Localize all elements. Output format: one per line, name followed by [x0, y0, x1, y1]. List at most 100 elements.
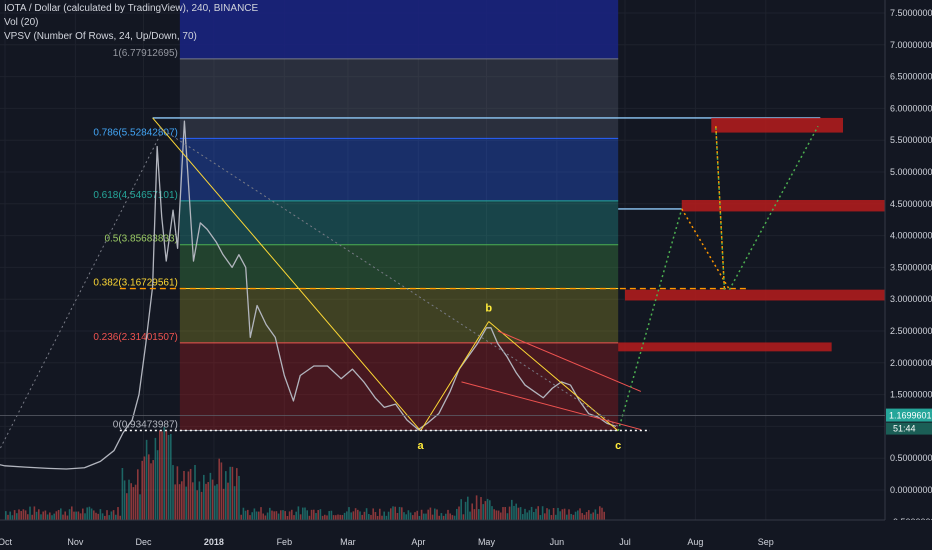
volume-bar — [5, 511, 7, 520]
volume-bar — [456, 508, 458, 520]
volume-bar — [27, 514, 29, 520]
trend-drawings[interactable] — [0, 117, 821, 466]
volume-bar — [546, 508, 548, 520]
volume-bar — [335, 515, 337, 520]
volume-bar — [244, 510, 247, 520]
volume-bar — [458, 506, 460, 520]
current-price-tag — [886, 408, 932, 422]
volume-bar — [33, 506, 36, 520]
volume-bar — [97, 513, 99, 520]
wave-label-c: c — [615, 440, 621, 452]
volume-bar — [537, 506, 539, 520]
fib-zone-band — [179, 138, 619, 201]
volume-bar — [420, 509, 423, 520]
volume-bar — [156, 450, 159, 520]
volume-bar — [40, 514, 42, 520]
volume-bar — [293, 515, 295, 520]
grid — [0, 0, 885, 523]
volume-bar — [253, 508, 256, 520]
volume-bar — [304, 507, 306, 520]
volume-bar — [42, 511, 44, 520]
wave-label-b: b — [485, 302, 492, 314]
volume-bar — [368, 513, 370, 520]
volume-bar — [337, 514, 339, 520]
volume-bar — [170, 433, 172, 520]
volume-bar — [141, 460, 143, 520]
fib-level-label: 0.5(3.85683833) — [104, 234, 177, 245]
volume-bar — [247, 509, 249, 520]
volume-bar — [528, 510, 531, 520]
volume-bar — [475, 495, 478, 520]
vpsv-legend[interactable]: VPSV (Number Of Rows, 24, Up/Down, 70) — [4, 31, 197, 42]
volume-legend[interactable]: Vol (20) — [4, 17, 39, 28]
volume-bar — [313, 509, 315, 520]
volume-bar — [559, 511, 561, 520]
volume-bar — [315, 513, 317, 520]
volume-bar — [77, 511, 80, 520]
volume-bar — [185, 486, 187, 520]
time-axis-background — [0, 520, 932, 550]
price-series — [0, 120, 617, 470]
volume-bar — [262, 513, 264, 520]
volume-bar — [517, 507, 520, 520]
volume-bar — [519, 507, 522, 520]
volume-bar — [49, 512, 51, 520]
time-tick-label: 2018 — [204, 537, 224, 547]
volume-bar — [269, 507, 271, 520]
fib-zone-band — [179, 200, 619, 245]
volume-bar — [84, 513, 86, 520]
volume-bar — [110, 511, 113, 520]
symbol-legend[interactable]: IOTA / Dollar (calculated by TradingView… — [4, 3, 259, 14]
volume-bar — [317, 510, 319, 520]
target-zones[interactable] — [617, 117, 885, 432]
volume-bar — [216, 484, 218, 520]
volume-bar — [196, 490, 198, 520]
volume-bar — [9, 511, 11, 520]
volume-bar — [236, 468, 238, 520]
volume-bar — [398, 506, 401, 520]
time-tick-label: Sep — [758, 537, 774, 547]
volume-bar — [568, 509, 570, 520]
volume-bar — [409, 512, 412, 520]
volume-bar — [467, 496, 469, 520]
volume-bar — [321, 515, 324, 520]
volume-bar — [522, 514, 524, 520]
volume-bar — [302, 507, 304, 520]
volume-histogram — [5, 427, 605, 520]
volume-bar — [233, 486, 236, 520]
volume-bar — [392, 506, 394, 520]
volume-bar — [566, 514, 568, 520]
volume-bar — [469, 511, 471, 520]
volume-bar — [541, 506, 544, 520]
volume-bar — [372, 508, 374, 520]
volume-bar — [108, 515, 110, 520]
volume-bar — [339, 514, 341, 520]
volume-bar — [453, 515, 456, 520]
volume-bar — [126, 493, 128, 520]
volume-bar — [548, 509, 550, 520]
price-axis-background — [885, 0, 932, 550]
time-axis[interactable]: Oct Nov Dec 2018 Feb Mar Apr May Jun Jul Aug Sep — [0, 519, 932, 550]
volume-bar — [394, 506, 396, 520]
volume-bar — [266, 512, 269, 520]
volume-bar — [357, 509, 359, 520]
volume-bar — [493, 509, 495, 520]
volume-bar — [577, 510, 579, 520]
volume-bar — [561, 509, 564, 520]
volume-bar — [79, 513, 82, 520]
volume-bar — [159, 430, 161, 520]
volume-bar — [209, 472, 212, 520]
volume-bar — [332, 515, 335, 520]
volume-bar — [115, 514, 117, 520]
projection-down-line — [715, 126, 726, 290]
volume-bar — [464, 501, 467, 520]
volume-bar — [506, 513, 509, 520]
fib-retracement[interactable]: 1(6.77912695) 0.786(5.52842807) 0.618(4.54… — [93, 0, 619, 432]
time-tick-label: Dec — [136, 537, 153, 547]
volume-bar — [363, 511, 366, 520]
volume-bar — [416, 510, 418, 520]
projection-up-line — [617, 208, 683, 432]
